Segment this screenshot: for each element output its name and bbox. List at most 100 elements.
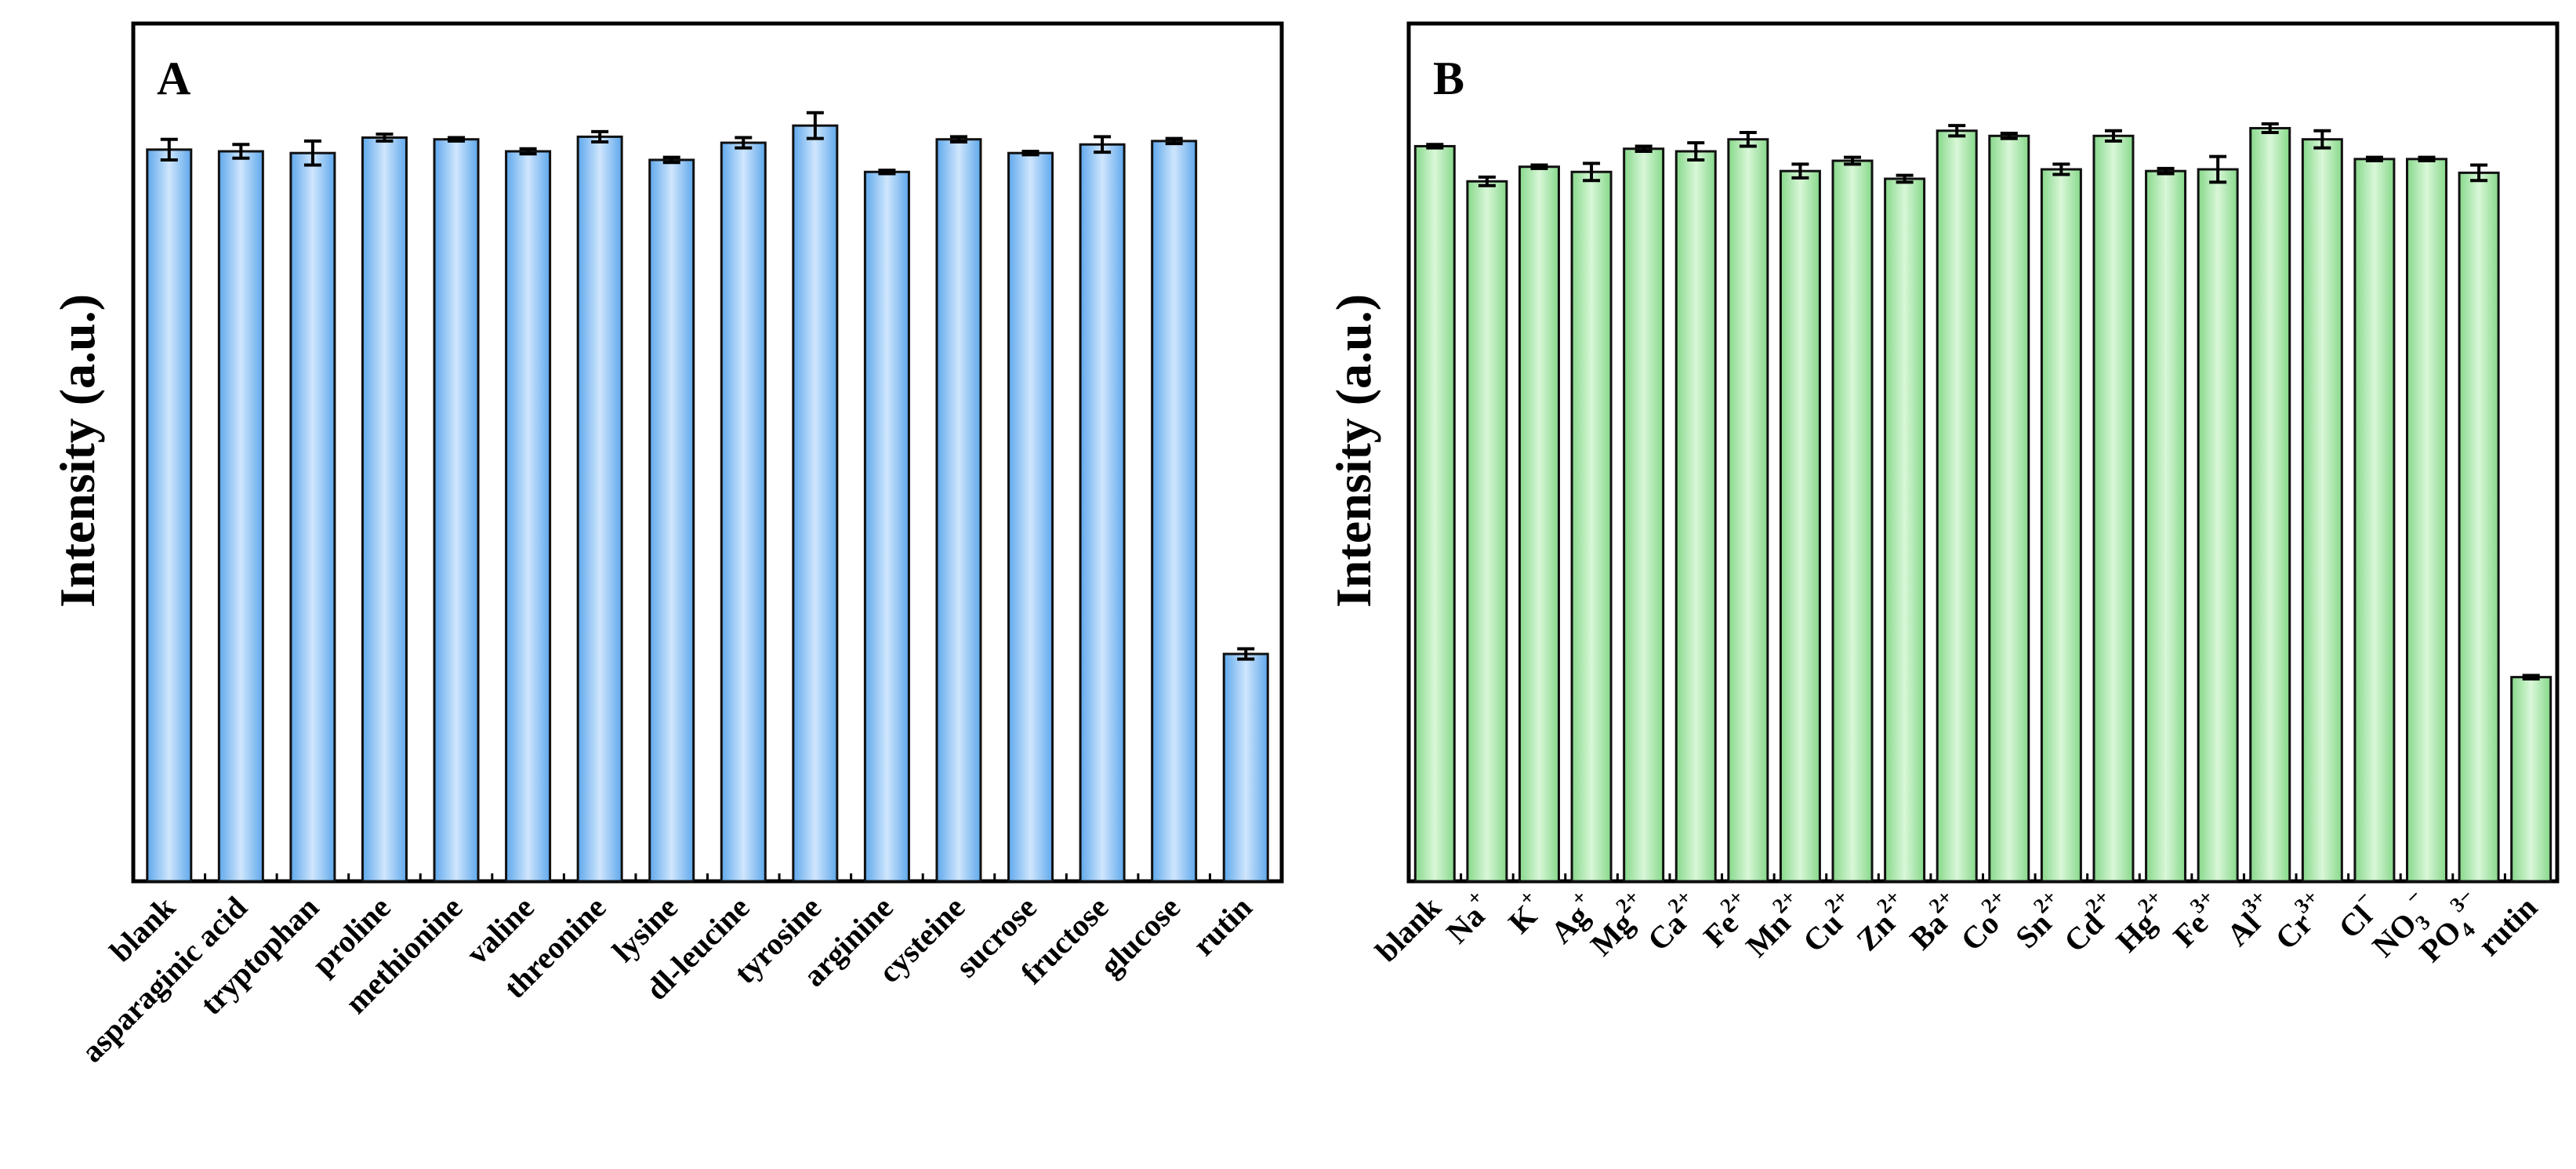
x-tick-label: Mn2+ bbox=[1734, 885, 1812, 964]
error-bar bbox=[591, 129, 609, 143]
bar-ag-3 bbox=[1570, 170, 1613, 883]
bar-po-20 bbox=[2458, 171, 2500, 883]
error-bar bbox=[160, 137, 178, 162]
bar-glucose-14 bbox=[1151, 140, 1198, 883]
error-bar bbox=[1844, 155, 1862, 166]
error-bar bbox=[2418, 155, 2436, 163]
error-bar bbox=[519, 147, 537, 156]
bar-al-16 bbox=[2249, 126, 2291, 883]
error-bar bbox=[1896, 173, 1914, 184]
error-bar bbox=[2052, 162, 2070, 176]
x-tick-label: Cd2+ bbox=[2052, 885, 2126, 959]
error-bar bbox=[2157, 166, 2175, 176]
x-tick-label: glucose bbox=[1093, 890, 1187, 984]
bar-threonine-6 bbox=[576, 135, 623, 883]
bar-fructose-13 bbox=[1079, 143, 1126, 883]
x-tick-label: blank bbox=[1369, 889, 1449, 969]
bar-blank-0 bbox=[1413, 144, 1456, 883]
x-tick-label: Hg2+ bbox=[2105, 885, 2179, 959]
bar-zn-9 bbox=[1884, 177, 1926, 883]
error-bar bbox=[376, 133, 394, 143]
bar-cr-17 bbox=[2301, 138, 2343, 883]
bar-methionine-4 bbox=[433, 138, 480, 883]
x-tick-label: Ba2+ bbox=[1899, 885, 1970, 957]
error-bar bbox=[232, 143, 250, 160]
error-bar bbox=[1021, 150, 1039, 157]
error-bar bbox=[2000, 132, 2018, 140]
error-bar bbox=[2470, 163, 2488, 183]
x-tick-label: Zn2+ bbox=[1845, 885, 1917, 958]
error-bar bbox=[1530, 163, 1548, 170]
bar-mg-4 bbox=[1623, 147, 1665, 883]
error-bar bbox=[1094, 135, 1112, 154]
bar-k-2 bbox=[1518, 165, 1560, 883]
bar-dl-leucine-8 bbox=[720, 141, 767, 883]
error-bar bbox=[1237, 647, 1255, 661]
bar-rutin-15 bbox=[1222, 652, 1269, 883]
bar-valine-5 bbox=[505, 150, 552, 883]
panel-b-x-ticks bbox=[1407, 873, 2559, 881]
panel-b-error-bars bbox=[1426, 122, 2540, 681]
panel-b-y-axis-label: Intensity (a.u.) bbox=[1326, 294, 1381, 608]
x-tick-label: Na+ bbox=[1435, 885, 1500, 950]
error-bar bbox=[2261, 122, 2279, 134]
error-bar bbox=[1948, 124, 1966, 138]
x-tick-label: rutin bbox=[1185, 890, 1258, 963]
x-tick-label: Al3+ bbox=[2215, 885, 2283, 953]
error-bar bbox=[949, 135, 967, 143]
error-bar bbox=[1165, 136, 1183, 146]
error-bar bbox=[448, 136, 466, 143]
panel-a-y-axis-label: Intensity (a.u.) bbox=[49, 294, 105, 608]
bar-hg-14 bbox=[2145, 169, 2187, 883]
x-tick-label: rutin bbox=[2471, 890, 2544, 963]
bar-tryptophan-2 bbox=[289, 151, 336, 883]
error-bar bbox=[735, 136, 753, 150]
bar-sn-12 bbox=[2040, 168, 2082, 883]
panel-b-chart: B Intensity (a.u.) blankNa+K+Ag+Mg2+Ca2+… bbox=[1326, 21, 2560, 969]
error-bar bbox=[2104, 129, 2122, 143]
bar-ba-10 bbox=[1936, 129, 1978, 883]
error-bar bbox=[1687, 141, 1705, 162]
error-bar bbox=[1634, 144, 1653, 154]
error-bar bbox=[303, 139, 321, 167]
bar-mn-7 bbox=[1779, 169, 1821, 883]
error-bar bbox=[1426, 143, 1444, 150]
bar-arginine-10 bbox=[863, 170, 910, 883]
panel-a-x-ticks bbox=[132, 873, 1283, 881]
error-bar bbox=[1791, 162, 1809, 180]
bar-cu-8 bbox=[1831, 159, 1874, 883]
bar-rutin-21 bbox=[2510, 676, 2552, 883]
bar-fe-6 bbox=[1727, 138, 1769, 883]
panel-b-x-tick-labels: blankNa+K+Ag+Mg2+Ca2+Fe2+Mn2+Cu2+Zn2+Ba2… bbox=[1369, 884, 2544, 969]
error-bar bbox=[1739, 130, 1757, 148]
bar-asparaginic-acid-1 bbox=[217, 150, 264, 883]
bar-proline-3 bbox=[361, 136, 408, 883]
bar-cl-18 bbox=[2353, 158, 2396, 883]
error-bar bbox=[2313, 129, 2331, 150]
x-tick-label: Co2+ bbox=[1950, 885, 2022, 957]
error-bar bbox=[806, 111, 824, 140]
bar-fe-15 bbox=[2197, 168, 2239, 883]
error-bar bbox=[2365, 155, 2383, 163]
bar-lysine-7 bbox=[648, 158, 695, 883]
bar-blank-0 bbox=[146, 148, 193, 883]
error-bar bbox=[662, 155, 680, 165]
x-tick-label: Cr3+ bbox=[2264, 885, 2335, 957]
x-tick-label: Sn2+ bbox=[2004, 885, 2073, 955]
panel-a-bars bbox=[146, 124, 1269, 883]
x-tick-label: Cu2+ bbox=[1791, 885, 1865, 959]
panel-b-label: B bbox=[1433, 53, 1464, 104]
bar-na-1 bbox=[1466, 180, 1508, 883]
error-bar bbox=[2522, 673, 2540, 681]
error-bar bbox=[2209, 154, 2227, 184]
error-bar bbox=[1478, 175, 1496, 187]
bar-cysteine-11 bbox=[935, 138, 982, 883]
x-tick-label: Ca2+ bbox=[1636, 885, 1708, 957]
bar-co-11 bbox=[1988, 134, 2030, 883]
x-tick-label: Fe3+ bbox=[2162, 885, 2231, 954]
bar-no-19 bbox=[2406, 158, 2448, 883]
panel-a-label: A bbox=[157, 53, 190, 104]
error-bar bbox=[1583, 162, 1601, 183]
